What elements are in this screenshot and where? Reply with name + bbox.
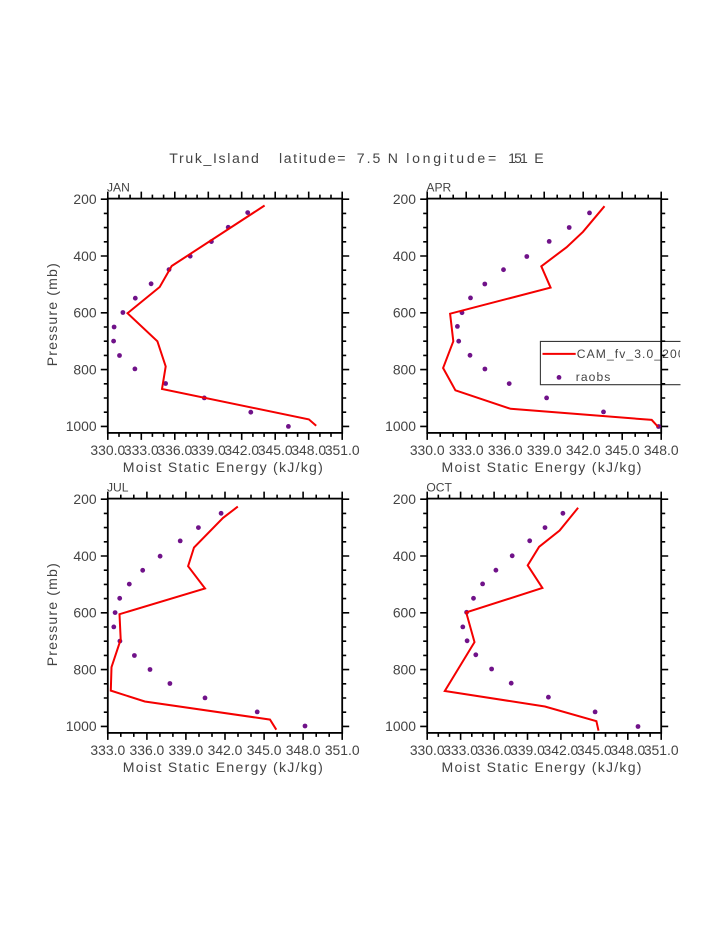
svg-text:600: 600 [393,605,416,621]
svg-text:JAN: JAN [107,180,130,194]
svg-text:600: 600 [73,605,96,621]
svg-text:339.0: 339.0 [510,742,545,758]
svg-text:351.0: 351.0 [644,742,679,758]
svg-text:200: 200 [73,191,96,207]
svg-text:333.0: 333.0 [449,442,484,458]
svg-text:333.0: 333.0 [443,742,478,758]
svg-text:400: 400 [393,548,416,564]
svg-text:345.0: 345.0 [247,742,282,758]
svg-text:348.0: 348.0 [610,742,645,758]
svg-text:600: 600 [393,305,416,321]
svg-text:Moist Static Energy (kJ/kg): Moist Static Energy (kJ/kg) [123,459,323,475]
svg-text:351.0: 351.0 [325,742,360,758]
svg-text:333.0: 333.0 [90,742,125,758]
svg-text:longitude=: longitude= [406,150,496,166]
svg-text:N: N [388,150,398,166]
svg-text:OCT: OCT [426,480,452,494]
svg-text:raobs: raobs [576,370,612,384]
svg-text:330.0: 330.0 [410,742,445,758]
svg-text:1000: 1000 [66,418,97,434]
svg-text:336.0: 336.0 [488,442,523,458]
svg-text:342.0: 342.0 [224,442,259,458]
svg-text:Pressure (mb): Pressure (mb) [44,563,60,666]
svg-text:1000: 1000 [385,418,416,434]
svg-text:345.0: 345.0 [577,742,612,758]
svg-text:200: 200 [393,491,416,507]
svg-text:200: 200 [393,191,416,207]
svg-text:330.0: 330.0 [90,442,125,458]
svg-text:348.0: 348.0 [291,442,326,458]
svg-text:400: 400 [73,548,96,564]
svg-text:7.5: 7.5 [357,150,381,166]
svg-text:600: 600 [73,305,96,321]
svg-text:345.0: 345.0 [605,442,640,458]
svg-text:339.0: 339.0 [191,442,226,458]
svg-text:1000: 1000 [66,718,97,734]
svg-text:400: 400 [73,248,96,264]
svg-text:Pressure (mb): Pressure (mb) [44,263,60,366]
svg-text:339.0: 339.0 [527,442,562,458]
svg-text:800: 800 [393,661,416,677]
svg-text:330.0: 330.0 [410,442,445,458]
svg-text:151: 151 [508,150,528,166]
svg-text:351.0: 351.0 [325,442,360,458]
svg-text:APR: APR [426,180,451,194]
svg-text:345.0: 345.0 [258,442,293,458]
svg-text:800: 800 [73,361,96,377]
svg-text:1000: 1000 [385,718,416,734]
svg-text:336.0: 336.0 [477,742,512,758]
svg-text:348.0: 348.0 [286,742,321,758]
svg-text:800: 800 [393,361,416,377]
svg-text:333.0: 333.0 [124,442,159,458]
svg-text:latitude=: latitude= [279,150,346,166]
svg-text:800: 800 [73,661,96,677]
svg-text:CAM_fv_3.0_2000: CAM_fv_3.0_2000 [577,347,694,361]
svg-text:348.0: 348.0 [644,442,679,458]
svg-text:342.0: 342.0 [208,742,243,758]
svg-text:339.0: 339.0 [169,742,204,758]
svg-text:336.0: 336.0 [157,442,192,458]
svg-text:336.0: 336.0 [130,742,165,758]
svg-text:Truk_Island: Truk_Island [169,150,258,166]
svg-text:400: 400 [393,248,416,264]
svg-text:JUL: JUL [107,480,129,494]
svg-text:Moist Static Energy (kJ/kg): Moist Static Energy (kJ/kg) [442,459,642,475]
svg-text:Moist Static Energy (kJ/kg): Moist Static Energy (kJ/kg) [442,759,642,775]
svg-text:E: E [534,150,543,166]
svg-text:342.0: 342.0 [566,442,601,458]
svg-text:200: 200 [73,491,96,507]
svg-text:342.0: 342.0 [544,742,579,758]
svg-text:Moist Static Energy (kJ/kg): Moist Static Energy (kJ/kg) [123,759,323,775]
